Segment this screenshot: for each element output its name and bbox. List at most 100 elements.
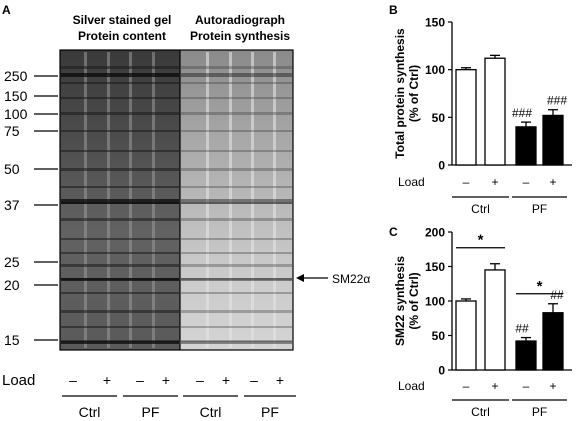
chart-load-mark: – xyxy=(523,175,530,189)
gel-group-label: Ctrl xyxy=(79,404,101,420)
gel-band-right xyxy=(181,82,292,84)
gel-band-left xyxy=(61,310,179,313)
chart-y-tick-label: 0 xyxy=(438,159,445,173)
gel-band-left xyxy=(61,82,179,84)
panel-b-label: B xyxy=(389,3,398,17)
gel-band-right xyxy=(181,130,292,132)
chart-ylabel-line: Total protein synthesis xyxy=(393,28,407,159)
chart-bar xyxy=(515,340,537,371)
gel-band-right xyxy=(181,238,292,240)
gel-band-right xyxy=(181,292,292,294)
gel-group-label: PF xyxy=(142,404,160,420)
mw-marker-label: 100 xyxy=(4,106,28,122)
gel-frame xyxy=(59,49,294,351)
mw-marker-label: 250 xyxy=(4,68,28,84)
chart-annotation: ## xyxy=(550,288,564,302)
gel-band-right xyxy=(181,112,292,115)
gel-load-mark: – xyxy=(136,372,144,388)
chart-bar xyxy=(455,300,477,371)
chart-group-label: PF xyxy=(532,202,547,216)
chart-group-label: Ctrl xyxy=(471,405,490,419)
gel-band-strong-left xyxy=(61,341,179,344)
chart-load-mark: + xyxy=(491,379,498,393)
gel-left-title-line1: Silver stained gel xyxy=(73,13,172,27)
chart-y-tick-label: 50 xyxy=(432,329,446,343)
gel-band-right xyxy=(181,218,292,221)
chart-y-tick-label: 150 xyxy=(425,260,445,274)
chart-c: SM22 synthesis(% of Ctrl) 0 50 100 150 200 ## #… xyxy=(393,226,572,419)
mw-marker-label: 37 xyxy=(4,197,20,213)
lane-gap-right xyxy=(206,52,209,348)
chart-load-label: Load xyxy=(398,379,425,393)
gel-band-left xyxy=(61,186,179,188)
gel-left-title-line2: Protein content xyxy=(78,29,166,43)
chart-y-tick-label: 200 xyxy=(425,226,445,240)
gel-group-label: PF xyxy=(261,404,279,420)
gel-band-right xyxy=(181,326,292,328)
gel-band-strong-right xyxy=(181,341,292,344)
gel-load-mark: + xyxy=(162,372,170,388)
chart-significance-label: * xyxy=(478,232,484,249)
chart-group-label: Ctrl xyxy=(471,202,490,216)
chart-load-mark: – xyxy=(463,175,470,189)
gel-band-right xyxy=(181,150,292,152)
mw-marker-label: 20 xyxy=(4,277,20,293)
gel-band-right xyxy=(181,168,292,171)
gel-band-left xyxy=(61,97,179,99)
chart-load-mark: – xyxy=(463,379,470,393)
lane-gap-right xyxy=(229,52,232,348)
chart-y-tick-label: 150 xyxy=(425,16,445,30)
gel-band-left xyxy=(61,150,179,152)
chart-ylabel-line: SM22 synthesis xyxy=(393,256,407,346)
chart-load-label: Load xyxy=(398,175,425,189)
sm22-arrow-icon xyxy=(296,274,304,282)
gel-band-left xyxy=(61,130,179,132)
chart-bar xyxy=(542,114,564,166)
panel-a-label: A xyxy=(2,3,11,17)
gel-band-strong-left xyxy=(61,199,179,204)
gel-band-left xyxy=(61,112,179,115)
chart-bar xyxy=(515,126,537,166)
panel-c-label: C xyxy=(389,225,398,239)
chart-b: Total protein synthesis(% of Ctrl) 0 50 100… xyxy=(393,16,572,216)
chart-bar xyxy=(484,269,506,371)
gel-group-label: Ctrl xyxy=(200,404,222,420)
gel-band-left xyxy=(61,252,179,254)
gel-band-right xyxy=(181,340,292,342)
gel-load-mark: – xyxy=(69,372,77,388)
gel-load-mark: – xyxy=(250,372,258,388)
gel-band-right xyxy=(181,252,292,254)
gel-band-right xyxy=(181,278,292,280)
gel-band-right xyxy=(181,202,292,204)
chart-y-tick-label: 100 xyxy=(425,295,445,309)
gel-band-strong-right xyxy=(181,199,292,204)
gel-band-strong-right xyxy=(181,278,292,281)
gel-band-left xyxy=(61,238,179,240)
chart-group-label: PF xyxy=(532,405,547,419)
chart-annotation: ## xyxy=(515,322,529,336)
gel-band-left xyxy=(61,326,179,328)
mw-marker-label: 25 xyxy=(4,254,20,270)
gel-load-label: Load xyxy=(2,372,35,389)
gel-band-left xyxy=(61,264,179,267)
chart-load-mark: + xyxy=(491,175,498,189)
mw-marker-label: 15 xyxy=(4,332,20,348)
mw-marker-label: 150 xyxy=(4,88,28,104)
gel-band-left xyxy=(61,218,179,221)
chart-bar xyxy=(455,69,477,166)
chart-y-tick-label: 0 xyxy=(438,364,445,378)
gel-band-strong-left xyxy=(61,278,179,281)
lane-gap-right xyxy=(251,52,254,348)
chart-ylabel-line: (% of Ctrl) xyxy=(407,272,421,329)
gel-band-strong-right xyxy=(181,73,292,77)
gel-band-right xyxy=(181,186,292,188)
gel-band-right xyxy=(181,310,292,313)
chart-annotation: ### xyxy=(512,106,532,120)
gel-band-right xyxy=(181,66,292,69)
mw-marker-label: 75 xyxy=(4,123,20,139)
gel-groups: Ctrl PF Ctrl PF xyxy=(62,395,296,420)
gel-right-title-line2: Protein synthesis xyxy=(190,29,290,43)
chart-load-mark: + xyxy=(549,379,556,393)
